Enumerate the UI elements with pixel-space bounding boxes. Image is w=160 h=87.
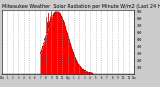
Text: Milwaukee Weather  Solar Radiation per Minute W/m2 (Last 24 Hours): Milwaukee Weather Solar Radiation per Mi… <box>2 4 160 9</box>
